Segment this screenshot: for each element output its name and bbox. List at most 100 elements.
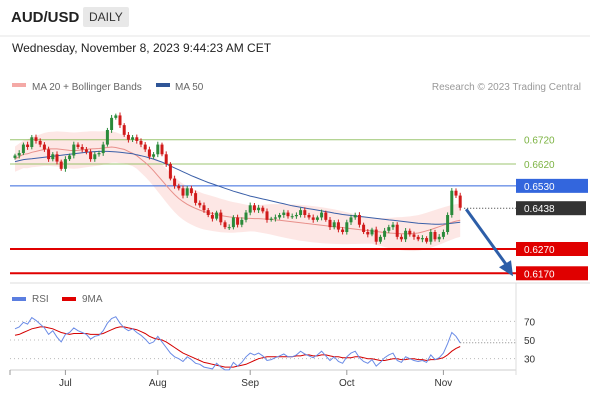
candle-body: [236, 217, 240, 225]
research-credit: Research © 2023 Trading Central: [432, 82, 581, 93]
candle-body: [433, 232, 437, 240]
candle-body: [294, 215, 298, 217]
candle: [290, 213, 294, 219]
candle: [42, 142, 46, 152]
level-lines: [10, 139, 516, 275]
x-axis: Jul Aug Sep Oct Nov: [9, 370, 453, 389]
candle-body: [227, 227, 231, 229]
rsi-tick-30: 30: [524, 355, 536, 366]
candle: [437, 234, 441, 243]
candle: [189, 185, 193, 196]
candle: [47, 146, 51, 162]
candle: [303, 207, 307, 218]
candle: [353, 212, 357, 220]
candle: [13, 153, 17, 160]
candle: [236, 214, 240, 228]
rsi-tick-50: 50: [524, 336, 536, 347]
candle: [80, 144, 84, 153]
candle: [194, 190, 198, 206]
level-label-box: [516, 178, 588, 193]
rsi-legend-label: RSI: [32, 294, 49, 305]
candle: [206, 208, 210, 218]
candle-body: [353, 215, 357, 218]
candle: [395, 222, 399, 240]
candle-body: [97, 153, 101, 155]
candle: [378, 234, 382, 244]
forecast-arrow-head: [499, 260, 513, 277]
candle: [215, 210, 219, 221]
candle: [332, 220, 336, 230]
candle-body: [21, 144, 25, 154]
candle-body: [441, 232, 445, 237]
candle: [252, 202, 256, 213]
candle: [223, 220, 227, 230]
candle: [240, 217, 244, 228]
candle-body: [366, 232, 370, 235]
level-label-box: [516, 242, 588, 256]
bollinger-band-area: [15, 131, 461, 252]
candle-body: [206, 210, 210, 215]
candle-body: [282, 212, 286, 215]
candlestick-series: [13, 112, 462, 245]
candle: [143, 142, 147, 152]
candle-body: [391, 224, 395, 228]
candle-body: [311, 217, 315, 220]
candle-body: [89, 151, 93, 160]
level-label-0.6720: 0.6720: [524, 136, 555, 147]
candle-body: [72, 144, 76, 156]
level-label-0.6620: 0.6620: [524, 160, 555, 171]
candle: [273, 214, 277, 222]
candle-body: [387, 227, 391, 231]
candle: [202, 202, 206, 213]
candle: [34, 134, 38, 144]
candle: [93, 151, 97, 162]
candle: [114, 113, 118, 120]
level-label-0.6438: 0.6438: [516, 201, 586, 216]
candle: [336, 219, 340, 233]
candle-body: [126, 134, 130, 140]
candle: [227, 224, 231, 231]
ma20-legend-swatch: [12, 83, 26, 87]
chart-header: AUD/USD DAILY: [0, 0, 590, 36]
candle-body: [395, 224, 399, 237]
candle-body: [231, 217, 235, 228]
candle-body: [404, 230, 408, 240]
candle: [118, 112, 122, 129]
candle-body: [135, 137, 139, 141]
candle: [139, 138, 143, 148]
candle-body: [68, 155, 72, 160]
candle: [101, 141, 105, 156]
candle: [38, 138, 42, 148]
candle: [387, 224, 391, 234]
candle: [307, 212, 311, 220]
candle-body: [341, 229, 345, 232]
candle-body: [252, 205, 256, 211]
x-tick-Jul: Jul: [59, 378, 72, 389]
forecast-arrow: [464, 208, 513, 277]
candle-body: [299, 210, 303, 215]
candle-body: [408, 230, 412, 235]
candle-body: [383, 230, 387, 237]
candle-body: [30, 137, 34, 147]
candle-body: [412, 234, 416, 237]
candle-body: [328, 219, 332, 228]
candle: [72, 141, 76, 159]
candle: [366, 229, 370, 238]
candle: [286, 210, 290, 219]
timeframe-button[interactable]: DAILY: [83, 7, 129, 27]
candle-body: [168, 164, 172, 179]
candle: [76, 142, 80, 150]
candle: [210, 212, 214, 222]
candle-body: [374, 229, 378, 242]
candle-body: [265, 211, 269, 220]
level-label-box: [516, 266, 588, 281]
x-tick-Nov: Nov: [435, 378, 453, 389]
candle: [320, 209, 324, 221]
candle-body: [223, 222, 227, 228]
candle-body: [101, 144, 105, 154]
candle: [244, 210, 248, 223]
candle-body: [303, 210, 307, 215]
candle: [89, 149, 93, 162]
candle: [374, 226, 378, 245]
candle-body: [198, 202, 202, 206]
